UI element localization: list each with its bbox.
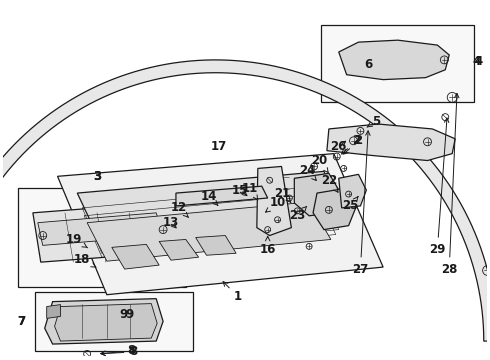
Text: 24: 24 — [299, 164, 316, 180]
Text: 11: 11 — [242, 182, 258, 200]
FancyBboxPatch shape — [18, 188, 186, 287]
Text: 9: 9 — [120, 308, 128, 321]
Polygon shape — [257, 166, 292, 235]
Text: 2: 2 — [343, 134, 363, 154]
Polygon shape — [57, 154, 383, 295]
Text: 12: 12 — [171, 201, 188, 217]
Polygon shape — [339, 174, 367, 208]
Polygon shape — [196, 235, 236, 255]
Polygon shape — [45, 299, 163, 344]
Text: 4: 4 — [473, 55, 481, 68]
Text: 13: 13 — [163, 216, 179, 229]
Text: 2: 2 — [342, 134, 361, 154]
Text: 22: 22 — [321, 174, 338, 192]
Text: 15: 15 — [232, 184, 248, 197]
Text: 7: 7 — [17, 315, 25, 328]
Text: 26: 26 — [331, 140, 347, 153]
Polygon shape — [112, 244, 159, 269]
Text: 8: 8 — [101, 346, 138, 359]
Text: 16: 16 — [260, 237, 276, 256]
Text: 10: 10 — [266, 197, 286, 212]
Text: 27: 27 — [352, 131, 370, 275]
Text: 17: 17 — [210, 140, 226, 153]
Text: 3: 3 — [93, 170, 101, 183]
Text: 5: 5 — [367, 114, 380, 127]
FancyBboxPatch shape — [35, 292, 193, 351]
Polygon shape — [176, 186, 268, 206]
Text: 1: 1 — [223, 282, 242, 303]
Polygon shape — [159, 239, 198, 260]
Text: 4: 4 — [475, 55, 483, 68]
Text: 28: 28 — [441, 93, 459, 275]
Text: 6: 6 — [364, 58, 372, 71]
Text: 29: 29 — [429, 118, 449, 256]
Polygon shape — [339, 40, 449, 80]
Polygon shape — [0, 60, 490, 341]
Polygon shape — [294, 174, 341, 216]
Text: 18: 18 — [74, 253, 96, 267]
Text: 8: 8 — [101, 345, 136, 357]
Text: 25: 25 — [343, 197, 359, 212]
Polygon shape — [33, 203, 171, 262]
Text: 7: 7 — [17, 315, 25, 328]
Text: 19: 19 — [66, 233, 88, 248]
FancyBboxPatch shape — [321, 25, 474, 102]
Polygon shape — [47, 305, 60, 318]
Polygon shape — [87, 202, 331, 261]
Text: 14: 14 — [200, 190, 218, 206]
Text: 9: 9 — [125, 308, 134, 321]
Polygon shape — [77, 171, 346, 246]
Polygon shape — [327, 124, 455, 161]
Polygon shape — [38, 213, 163, 246]
Polygon shape — [313, 188, 357, 230]
Text: 23: 23 — [289, 206, 307, 222]
Polygon shape — [54, 303, 157, 341]
Text: 20: 20 — [311, 154, 328, 172]
Text: 21: 21 — [274, 186, 291, 202]
Text: 3: 3 — [93, 170, 101, 183]
